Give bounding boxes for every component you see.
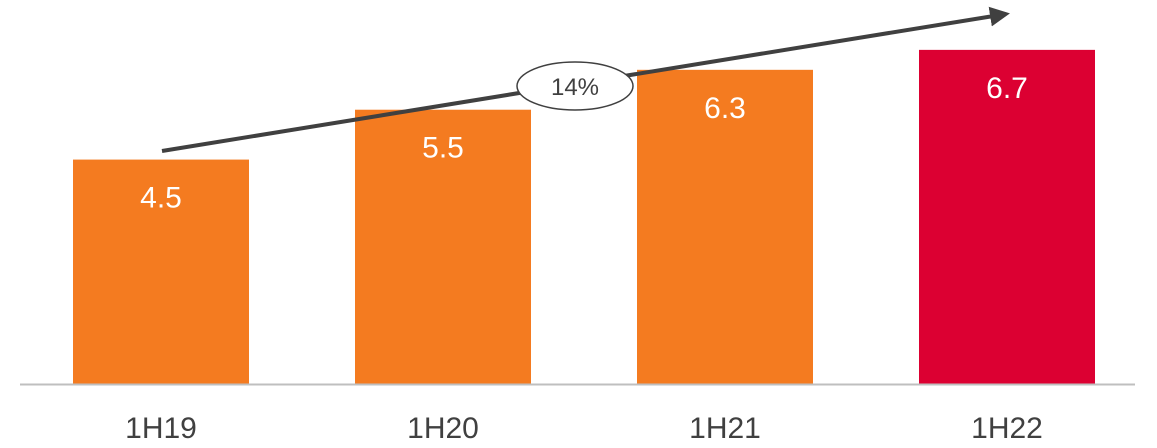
x-tick-label: 1H20 (407, 412, 479, 445)
x-tick-label: 1H22 (971, 412, 1043, 445)
bar-1h19 (73, 159, 249, 384)
cagr-bubble (516, 61, 634, 111)
x-axis-ticks: 1H19 1H20 1H21 1H22 (125, 412, 1043, 445)
bar-value-label: 4.5 (140, 182, 182, 215)
bar-1h22 (919, 49, 1095, 385)
growth-annotation: 14% (161, 6, 1010, 153)
x-tick-label: 1H21 (689, 412, 761, 445)
bar-value-label: 6.3 (704, 92, 746, 125)
bar-1h20 (355, 109, 531, 384)
bars-layer: 4.5 5.5 6.3 6.7 (73, 49, 1095, 385)
bar-value-label: 6.7 (986, 72, 1028, 105)
bar-value-label: 5.5 (422, 132, 464, 165)
x-tick-label: 1H19 (125, 412, 197, 445)
bar-1h21 (637, 69, 813, 385)
cagr-label: 14% (551, 74, 599, 101)
